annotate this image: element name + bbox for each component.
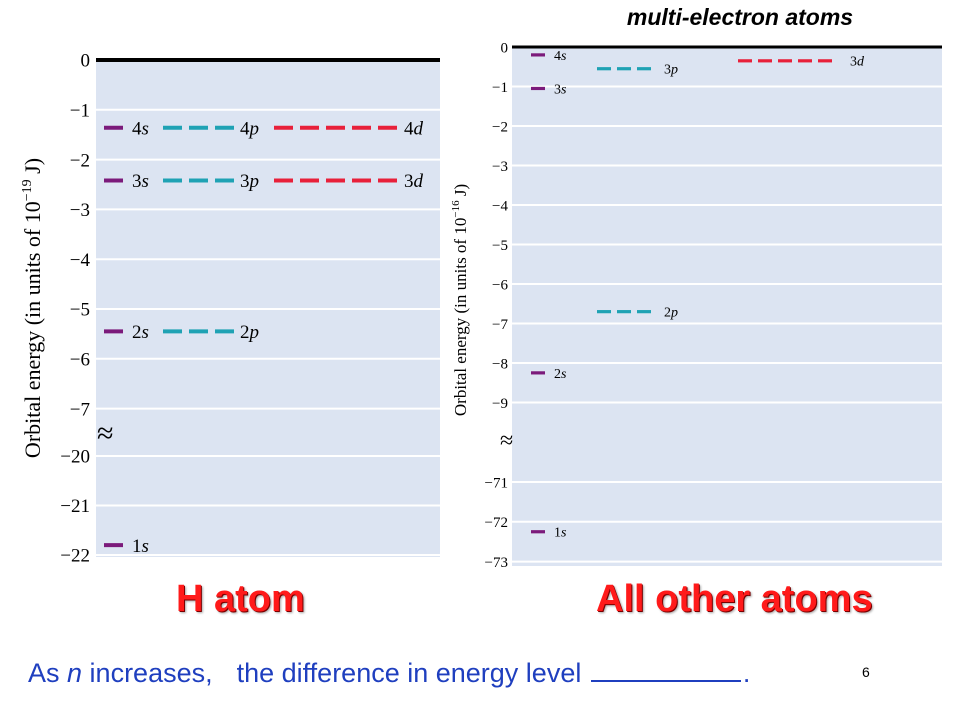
orbital-level-3s: 3s bbox=[531, 82, 567, 97]
tick-label: −8 bbox=[492, 356, 508, 372]
tick-label: −4 bbox=[492, 198, 508, 214]
orbital-level-2p: 2p bbox=[163, 322, 259, 343]
left-axis-label: Orbital energy (in units of 10−19 J) bbox=[20, 158, 45, 458]
orbital-level-4p: 4p bbox=[163, 118, 259, 139]
right-panel-background bbox=[512, 46, 942, 566]
tick-label: −5 bbox=[70, 300, 90, 321]
orbital-label: 2s bbox=[554, 367, 567, 382]
orbital-label: 3p bbox=[664, 63, 678, 78]
orbital-level-1s: 1s bbox=[104, 536, 149, 557]
left-energy-levels: 4s 4p 4d 3s 3p 3d 2s 2p 1s bbox=[104, 118, 424, 557]
orbital-label: 3d bbox=[850, 55, 865, 70]
orbital-level-3d: 3d bbox=[738, 55, 865, 70]
all-other-atoms-label: All other atoms bbox=[596, 578, 873, 620]
right-break-symbol: ≈ bbox=[500, 428, 513, 454]
orbital-label: 3s bbox=[554, 82, 567, 97]
tick-label: −2 bbox=[70, 150, 90, 171]
tick-label: −4 bbox=[70, 250, 91, 271]
h-atom-label: H atom bbox=[176, 578, 305, 620]
orbital-level-3d: 3d bbox=[274, 171, 424, 192]
tick-label: −6 bbox=[492, 277, 508, 293]
tick-label: 0 bbox=[501, 40, 509, 56]
orbital-level-3p: 3p bbox=[163, 171, 259, 192]
tick-label: −9 bbox=[492, 396, 508, 412]
orbital-level-2s: 2s bbox=[531, 367, 567, 382]
caption: As n increases, the difference in energy … bbox=[28, 656, 750, 689]
tick-label: −6 bbox=[70, 349, 90, 370]
orbital-label: 3s bbox=[132, 171, 149, 192]
left-break-symbol: ≈ bbox=[97, 417, 113, 450]
tick-label: −3 bbox=[70, 200, 90, 221]
orbital-label: 3d bbox=[404, 171, 424, 192]
right-grid bbox=[512, 85, 942, 563]
left-grid bbox=[96, 108, 440, 556]
orbital-label: 2s bbox=[132, 322, 149, 343]
right-axis-label: Orbital energy (in units of 10−16 J) bbox=[450, 184, 470, 416]
caption-n: n bbox=[67, 658, 83, 688]
orbital-level-4s: 4s bbox=[531, 49, 567, 64]
caption-part3: the difference in energy level bbox=[236, 658, 582, 688]
page-number: 6 bbox=[862, 664, 870, 680]
tick-label: −3 bbox=[492, 159, 508, 175]
orbital-level-2s: 2s bbox=[104, 322, 149, 343]
caption-end: . bbox=[742, 658, 751, 688]
right-energy-levels: 4s 3p 3d 3s 2p 2s 1s bbox=[531, 49, 865, 541]
orbital-level-4d: 4d bbox=[274, 118, 424, 139]
tick-label: −73 bbox=[485, 555, 508, 571]
tick-label: −72 bbox=[485, 515, 508, 531]
orbital-label: 2p bbox=[240, 322, 259, 343]
tick-label: −5 bbox=[492, 238, 508, 254]
tick-label: −1 bbox=[492, 80, 508, 96]
orbital-level-3p: 3p bbox=[597, 63, 678, 78]
caption-part1: As bbox=[28, 658, 68, 688]
tick-label: −20 bbox=[60, 447, 90, 468]
tick-label: −7 bbox=[492, 317, 508, 333]
tick-label: −22 bbox=[60, 546, 90, 567]
tick-label: 0 bbox=[81, 51, 91, 72]
caption-blank bbox=[590, 656, 741, 682]
orbital-label: 4s bbox=[132, 118, 149, 139]
tick-label: −21 bbox=[60, 496, 90, 517]
orbital-label: 1s bbox=[132, 536, 149, 557]
tick-label: −2 bbox=[492, 119, 508, 135]
orbital-label: 1s bbox=[554, 526, 567, 541]
multi-electron-title: multi-electron atoms bbox=[626, 4, 854, 30]
orbital-level-1s: 1s bbox=[531, 526, 567, 541]
left-tick-labels: 0 −1 −2 −3 −4 −5 −6 −7 −20 −21 −22 bbox=[60, 51, 90, 567]
left-panel: 0 −1 −2 −3 −4 −5 −6 −7 −20 −21 −22 4s 4p 4d 3s 3p 3d 2s 2… bbox=[20, 51, 440, 567]
tick-label: −1 bbox=[70, 100, 90, 121]
orbital-level-4s: 4s bbox=[104, 118, 149, 139]
tick-label: −7 bbox=[70, 399, 90, 420]
tick-label: −71 bbox=[485, 475, 508, 491]
orbital-level-2p: 2p bbox=[597, 306, 678, 321]
right-tick-labels: 0 −1 −2 −3 −4 −5 −6 −7 −8 −9 −71 −72 −73 bbox=[485, 40, 509, 571]
orbital-level-3s: 3s bbox=[104, 171, 149, 192]
orbital-label: 4d bbox=[404, 118, 424, 139]
orbital-label: 4s bbox=[554, 49, 567, 64]
right-panel: 0 −1 −2 −3 −4 −5 −6 −7 −8 −9 −71 −72 −73 4s 3p 3d 3s 2p 2… bbox=[450, 40, 942, 571]
caption-part2: increases, bbox=[82, 658, 213, 688]
orbital-label: 3p bbox=[240, 171, 259, 192]
orbital-label: 2p bbox=[664, 306, 678, 321]
orbital-label: 4p bbox=[240, 118, 259, 139]
